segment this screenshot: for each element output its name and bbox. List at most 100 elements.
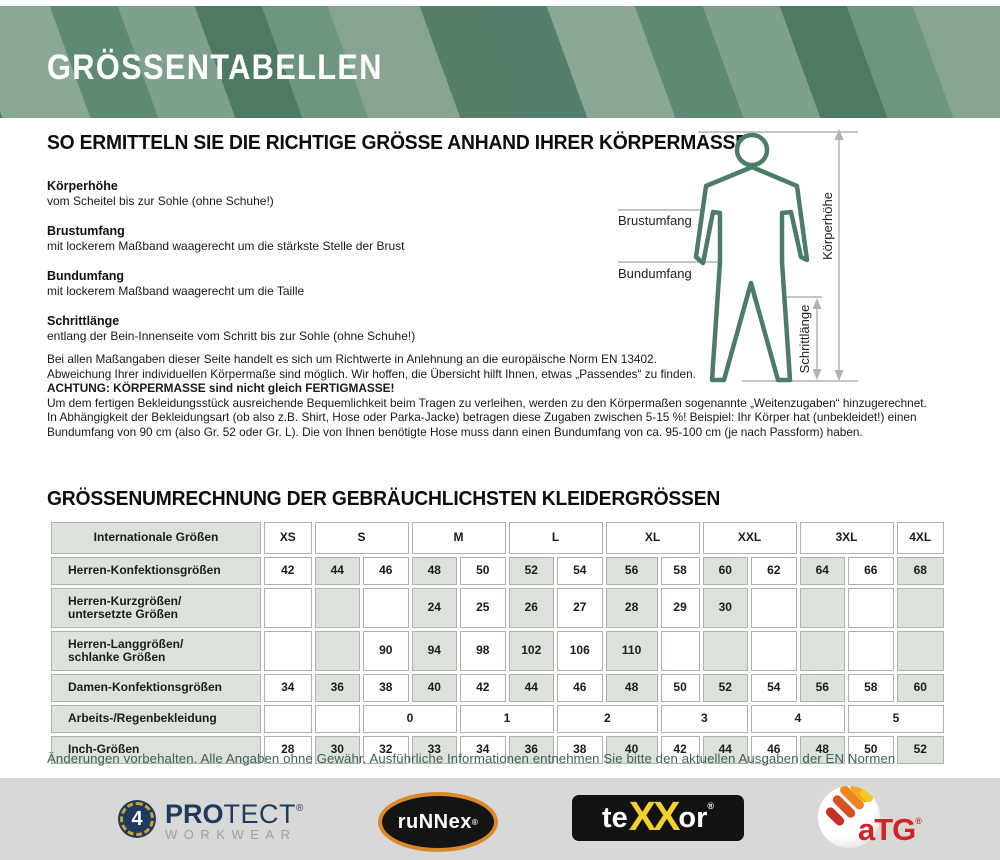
protect-name-light: TECT (223, 799, 297, 829)
table-size-group-header: XL (605, 522, 700, 554)
table-cell: 94 (411, 631, 457, 671)
registered-mark: ® (296, 803, 304, 814)
table-cell (896, 631, 944, 671)
table-cell (363, 588, 409, 628)
section-heading-table: GRÖSSENUMRECHNUNG DER GEBRÄUCHLICHSTEN K… (47, 487, 721, 510)
diagram-svg: Brustumfang Bundumfang Körperhöhe Schrit… (618, 129, 858, 383)
table-cell: 42 (460, 674, 506, 702)
measure-desc: vom Scheitel bis zur Sohle (ohne Schuhe!… (47, 194, 274, 208)
table-cell: 58 (848, 674, 894, 702)
table-cell: 110 (605, 631, 658, 671)
table-cell: 27 (557, 588, 603, 628)
table-cell: 4 (751, 705, 845, 733)
table-cell: 56 (605, 557, 658, 585)
table-cell: 38 (363, 674, 409, 702)
table-row: Damen-Konfektionsgrößen 34 36 38 40 42 44 46 48 5… (51, 674, 944, 702)
table-cell (314, 631, 360, 671)
texxor-name-pre: te (601, 801, 628, 834)
table-size-group-header: 4XL (896, 522, 944, 554)
table-row-label: Herren-Kurzgrößen/untersetzte Größen (51, 588, 261, 628)
table-cell: 2 (557, 705, 658, 733)
texxor-name-post: or (678, 801, 708, 834)
measure-label: Körperhöhe (47, 179, 118, 193)
atg-name: aTG (858, 812, 916, 847)
measure-desc: entlang der Bein-Innenseite vom Schritt … (47, 329, 416, 343)
table-cell: 24 (411, 588, 457, 628)
atg-wordmark: aTG® (858, 812, 922, 848)
height-arrow-down-icon (834, 370, 844, 381)
table-cell: 40 (411, 674, 457, 702)
table-cell (896, 588, 944, 628)
table-row: Herren-Kurzgrößen/untersetzte Größen 24 25… (51, 588, 944, 628)
note-line: Abweichung Ihrer individuellen Körpermaß… (47, 366, 696, 381)
warning-line: Bundumfang von 90 cm (also Gr. 52 oder G… (47, 424, 863, 439)
table-cell: 68 (896, 557, 944, 585)
table-cell: 48 (799, 736, 845, 764)
table-cell: 26 (508, 588, 554, 628)
table-cell (314, 705, 360, 733)
table-size-group-header: XXL (702, 522, 797, 554)
table-cell: 38 (557, 736, 603, 764)
table-cell: 50 (660, 674, 700, 702)
table-size-group-header: XS (264, 522, 312, 554)
chest-label: Brustumfang (618, 213, 692, 228)
measure-label: Schrittlänge (47, 314, 120, 328)
height-arrow-up-icon (834, 129, 844, 140)
table-cell: 40 (605, 736, 658, 764)
table-cell: 30 (314, 736, 360, 764)
norm-note-paragraph: Bei allen Maßangaben dieser Seite handel… (47, 352, 947, 440)
table-cell: 54 (557, 557, 603, 585)
table-row-label: Arbeits-/Regenbekleidung (51, 705, 261, 733)
table-cell: 33 (411, 736, 457, 764)
table-cell: 44 (508, 674, 554, 702)
table-cell: 30 (702, 588, 748, 628)
page-title: GRÖSSENTABELLEN (47, 48, 383, 87)
table-cell (264, 631, 312, 671)
table-cell: 56 (799, 674, 845, 702)
warning-line: In Abhängigkeit der Bekleidungsart (ob a… (47, 410, 917, 425)
table-cell (264, 588, 312, 628)
registered-mark: ® (471, 817, 479, 827)
table-cell: 36 (314, 674, 360, 702)
header-banner: GRÖSSENTABELLEN (0, 6, 1000, 118)
table-cell: 64 (799, 557, 845, 585)
table-header-row: Internationale Größen XS S M L XL XXL 3XL 4XL (51, 522, 944, 554)
texxor-name-xx: XX (628, 792, 681, 839)
table-cell: 50 (848, 736, 894, 764)
table-cell: 48 (411, 557, 457, 585)
registered-mark: ® (707, 801, 715, 811)
table-cell (848, 588, 894, 628)
table-row: Herren-Konfektionsgrößen 42 44 46 48 50 52 54 56… (51, 557, 944, 585)
measure-item-brustumfang: Brustumfang mit lockerem Maßband waagere… (47, 224, 607, 254)
protect-name-bold: PRO (165, 799, 224, 829)
table-cell: 0 (363, 705, 457, 733)
height-label: Körperhöhe (820, 192, 835, 260)
runnex-ellipse: ruNNex ® (378, 792, 498, 852)
table-cell: 42 (660, 736, 700, 764)
table-cell (751, 588, 797, 628)
warning-line: Um dem fertigen Bekleidungsstück ausreic… (47, 395, 927, 410)
table-cell: 44 (314, 557, 360, 585)
table-cell: 52 (702, 674, 748, 702)
texxor-logo: te XX or ® (572, 792, 744, 841)
measure-desc: mit lockerem Maßband waagerecht um die s… (47, 239, 405, 253)
protect-subtitle: WORKWEAR (165, 827, 297, 842)
table-cell (264, 705, 312, 733)
table-cell: 58 (660, 557, 700, 585)
measure-item-schrittlaenge: Schrittlänge entlang der Bein-Innenseite… (47, 314, 607, 344)
table-cell: 48 (605, 674, 658, 702)
table-cell: 36 (508, 736, 554, 764)
figure-head (734, 132, 770, 168)
table-cell: 29 (660, 588, 700, 628)
table-cell: 60 (896, 674, 944, 702)
table-cell: 52 (896, 736, 944, 764)
table-cell: 98 (460, 631, 506, 671)
table-cell: 46 (557, 674, 603, 702)
texxor-box: te XX or ® (572, 792, 744, 841)
atg-logo: aTG® (818, 786, 922, 848)
size-table: Internationale Größen XS S M L XL XXL 3XL 4XL Her… (48, 519, 947, 767)
table-cell: 54 (751, 674, 797, 702)
table-cell: 106 (557, 631, 603, 671)
protect-name: PROTECT® (165, 796, 304, 829)
